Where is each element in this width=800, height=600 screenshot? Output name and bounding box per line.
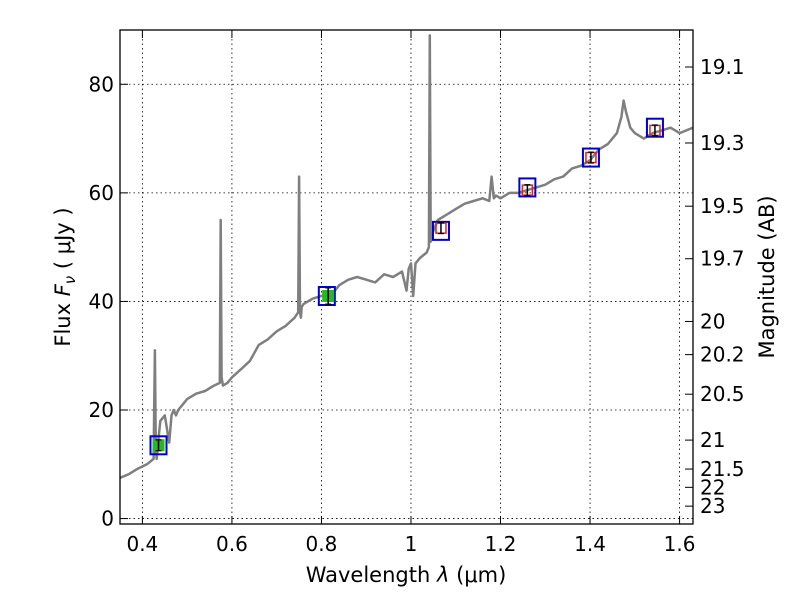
y-tick-label: 0	[101, 507, 114, 531]
model-box-marker	[518, 177, 537, 198]
y-tick-label: 20	[89, 398, 114, 422]
magnitude-tick-label: 21	[700, 428, 725, 452]
x-axis-label: Wavelength λ (μm)	[306, 563, 507, 587]
spectrum-line	[120, 34, 693, 480]
y-tick-label: 60	[89, 181, 114, 205]
magnitude-tick-label: 19.7	[700, 247, 745, 271]
model-box-marker	[317, 286, 336, 306]
plot-frame	[119, 29, 694, 525]
magnitude-axis-label: Magnitude (AB)	[755, 195, 779, 358]
x-tick-label: 1.6	[664, 532, 696, 556]
magnitude-tick-label: 21.5	[700, 457, 745, 481]
magnitude-tick-label: 20	[700, 309, 725, 333]
magnitude-tick-label: 20.5	[700, 382, 745, 406]
y-tick-label: 80	[89, 72, 114, 96]
x-tick-label: 0.4	[126, 532, 158, 556]
x-tick-label: 1	[405, 532, 418, 556]
x-tick-label: 0.8	[306, 532, 338, 556]
model-box-marker	[581, 147, 600, 168]
photometry-markers	[149, 117, 664, 456]
y-axis-label: Flux Fν ( μJy )	[51, 207, 79, 346]
x-tick-label: 1.2	[485, 532, 517, 556]
magnitude-tick-label: 23	[700, 494, 725, 518]
axis-ticks	[120, 30, 693, 524]
magnitude-tick-label: 19.3	[700, 131, 745, 155]
model-box-marker	[149, 435, 168, 456]
model-box-marker	[645, 117, 664, 138]
magnitude-tick-label: 22	[700, 475, 725, 499]
grid	[120, 30, 693, 524]
magnitude-tick-label: 20.2	[700, 343, 745, 367]
tick-labels: 0.4 0.6 0.8 1 1.2 1.4 1.6 0 20 40 60 80 19.1 19.3 19.5…	[89, 55, 745, 556]
model-box-marker	[431, 220, 450, 241]
magnitude-tick-label: 19.1	[700, 55, 745, 79]
x-tick-label: 1.4	[574, 532, 606, 556]
y-tick-label: 40	[89, 289, 114, 313]
x-tick-label: 0.6	[216, 532, 248, 556]
magnitude-tick-label: 19.5	[700, 194, 745, 218]
